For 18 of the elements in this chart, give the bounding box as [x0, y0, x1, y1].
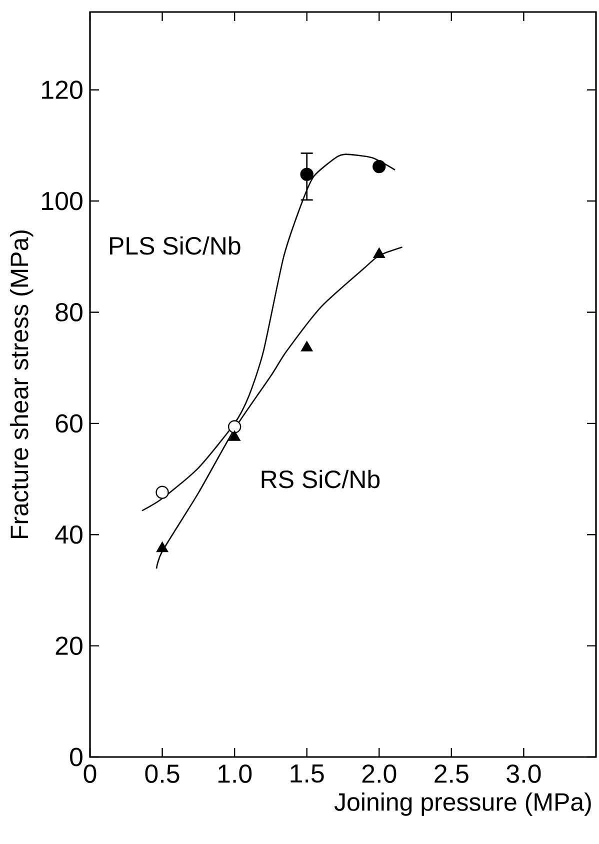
y-axis-title: Fracture shear stress (MPa) — [10, 230, 34, 538]
x-tick-label: 2.5 — [434, 764, 468, 783]
x-tick-label: 0 — [84, 764, 96, 783]
y-tick-label: 40 — [55, 525, 82, 544]
x-axis-title: Joining pressure (MPa) — [334, 792, 591, 816]
y-tick-label: 0 — [70, 748, 82, 766]
series-label: RS SiC/Nb — [262, 470, 380, 488]
x-tick-label: 1.5 — [290, 764, 324, 783]
x-tick-label: 0.5 — [145, 764, 180, 783]
x-tick-label: 1.0 — [218, 764, 252, 783]
y-tick-label: 120 — [42, 80, 82, 100]
y-tick-label: 100 — [42, 192, 82, 210]
x-tick-label: 3.0 — [506, 764, 541, 783]
x-tick-label: 2.0 — [362, 764, 396, 783]
y-tick-label: 80 — [56, 303, 82, 322]
y-tick-label: 20 — [56, 636, 82, 655]
y-tick-label: 60 — [56, 414, 82, 433]
series-label: PLS SiC/Nb — [110, 236, 240, 255]
